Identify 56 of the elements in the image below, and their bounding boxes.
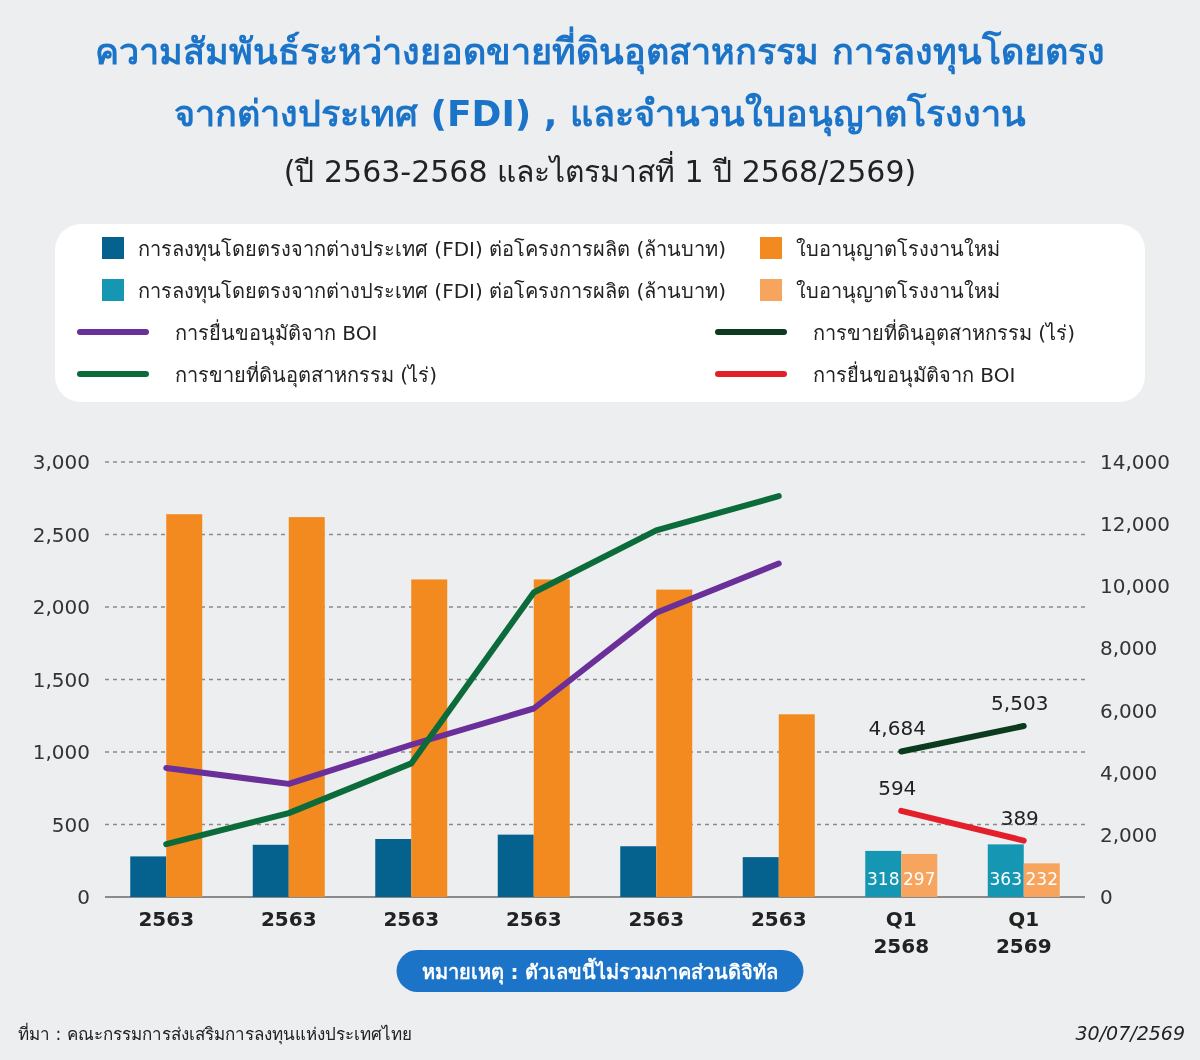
text: 30/07/2569 <box>1075 1022 1185 1044</box>
bar <box>778 714 815 897</box>
data-label: 594 <box>878 775 917 800</box>
x-tick-label: 2563 <box>260 907 317 931</box>
chart-title: ความสัมพันธ์ระหว่างยอดขายที่ดินอุตสาหกรรม การลงทุนโดยตรง จากต่างประเทศ (FDI) , และจำนวนใบอนุญาตโรงงาน <box>95 26 1105 137</box>
legend-label: การลงทุนโดยตรงจากต่างประเทศ (FDI) ต่อโครงการผลิต (ล้านบาท) <box>138 279 727 304</box>
y-tick-label: 1,500 <box>32 667 90 692</box>
x-tick-label: 2563 <box>138 907 195 931</box>
data-label: 4,684 <box>868 716 926 741</box>
y-tick-label: 3,000 <box>32 450 90 474</box>
bar <box>130 856 167 897</box>
bar <box>497 834 534 897</box>
y2-tick-label: 0 <box>1100 885 1113 909</box>
legend-label: ใบอานุญาตโรงงานใหม่ <box>796 237 1000 262</box>
y2-tick-label: 10,000 <box>1100 574 1170 599</box>
bar <box>620 846 657 897</box>
x-tick-label: 2563 <box>505 907 562 931</box>
y-tick-label: 2,500 <box>32 522 90 547</box>
data-label: 363 <box>989 869 1022 889</box>
y-tick-label: 2,000 <box>32 595 90 619</box>
y2-tick-label: 12,000 <box>1100 512 1170 537</box>
legend-label: ใบอานุญาตโรงงานใหม่ <box>796 279 1000 304</box>
bar <box>252 844 289 897</box>
bar <box>288 517 325 897</box>
x-tick-label: 2563 <box>750 907 807 931</box>
data-label: 389 <box>1000 805 1039 830</box>
legend-label: การลงทุนโดยตรงจากต่างประเทศ (FDI) ต่อโครงการผลิต (ล้านบาท) <box>138 237 727 262</box>
bar <box>656 589 693 897</box>
bar <box>411 579 448 897</box>
y2-tick-label: 2,000 <box>1100 822 1158 847</box>
bar <box>166 514 203 897</box>
chart-subtitle: (ปี 2563-2568 และไตรมาสที่ 1 ปี 2568/2569) <box>283 151 917 189</box>
data-label: 318 <box>867 869 900 889</box>
y2-tick-label: 8,000 <box>1100 636 1158 661</box>
data-label: 297 <box>903 869 936 889</box>
bar <box>742 857 779 897</box>
x-tick-label: 2563 <box>628 907 685 931</box>
x-tick-label: Q1 2568 <box>873 907 930 958</box>
y2-tick-label: 4,000 <box>1100 760 1158 785</box>
legend-label: การขายที่ดินอุตสาหกรรม (ไร่) <box>175 361 437 388</box>
bar <box>533 579 570 897</box>
text: หมายเหตุ : ตัวเลขนี้ไม่รวมภาคส่วนดิจิทัล <box>421 957 779 985</box>
data-label: 232 <box>1025 869 1058 890</box>
y2-tick-label: 6,000 <box>1100 698 1158 723</box>
x-tick-label: Q1 2569 <box>995 907 1052 958</box>
legend-label: การขายที่ดินอุตสาหกรรม (ไร่) <box>813 319 1075 346</box>
text: ที่มา : คณะกรรมการส่งเสริมการลงทุนแห่งประเทศไทย <box>18 1022 412 1045</box>
legend-label: การยื่นขอนุมัติจาก BOI <box>813 361 1016 388</box>
y-tick-label: 500 <box>51 812 90 837</box>
legend-label: การยื่นขอนุมัติจาก BOI <box>175 319 378 346</box>
y2-tick-label: 14,000 <box>1100 450 1170 474</box>
y-tick-label: 0 <box>77 885 90 909</box>
bar <box>375 839 412 897</box>
data-label: 5,503 <box>991 691 1049 716</box>
x-tick-label: 2563 <box>383 907 440 931</box>
y-tick-label: 1,000 <box>32 740 90 764</box>
